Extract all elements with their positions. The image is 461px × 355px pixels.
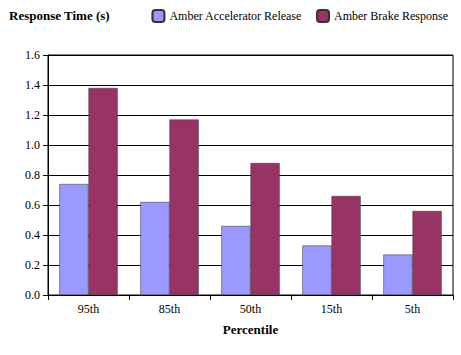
svg-text:1.0: 1.0 [25,138,40,152]
svg-text:1.2: 1.2 [25,108,40,122]
svg-text:0.8: 0.8 [25,168,40,182]
svg-text:95th: 95th [78,302,99,316]
svg-text:0.6: 0.6 [25,198,40,212]
svg-text:5th: 5th [405,302,420,316]
svg-text:0.4: 0.4 [25,228,40,242]
svg-text:Percentile: Percentile [223,322,279,337]
svg-text:Response Time (s): Response Time (s) [9,8,110,23]
svg-text:15th: 15th [321,302,342,316]
svg-text:85th: 85th [159,302,180,316]
svg-text:0.2: 0.2 [25,258,40,272]
svg-text:0.0: 0.0 [25,288,40,302]
svg-text:Amber Brake Response: Amber Brake Response [334,9,448,23]
svg-text:1.6: 1.6 [25,48,40,62]
svg-text:1.4: 1.4 [25,78,40,92]
svg-text:50th: 50th [240,302,261,316]
svg-text:Amber Accelerator Release: Amber Accelerator Release [169,9,301,23]
